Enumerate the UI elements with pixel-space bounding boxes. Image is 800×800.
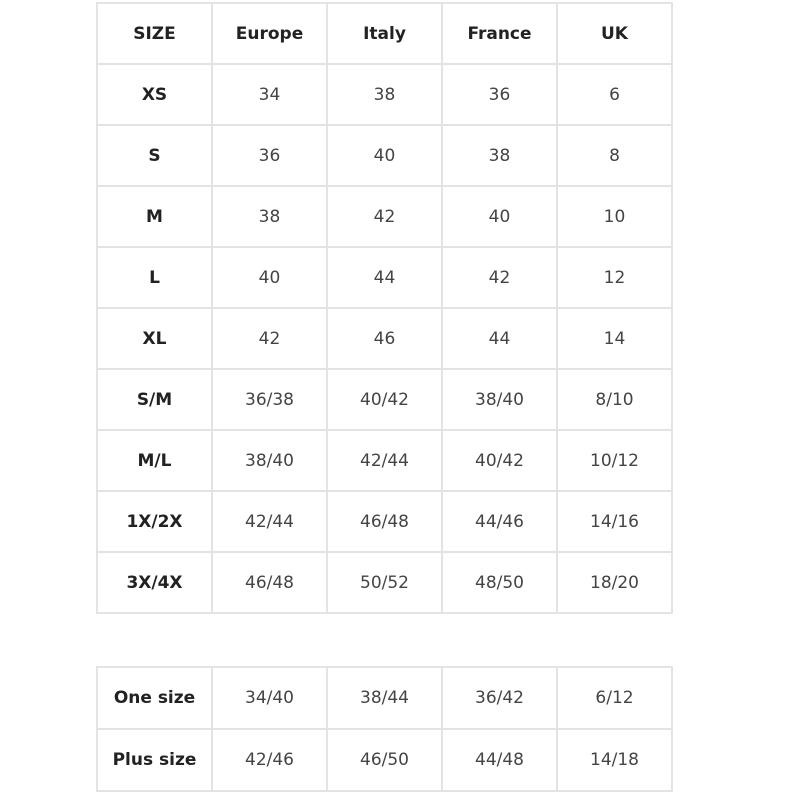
size-value-cell: 38 xyxy=(441,124,558,187)
size-label-cell: Plus size xyxy=(96,728,213,792)
size-value-cell: 10 xyxy=(556,185,673,248)
size-value-cell: 6/12 xyxy=(556,666,673,730)
size-value-cell: 46/48 xyxy=(211,551,328,614)
size-value-cell: 42/44 xyxy=(326,429,443,492)
table-row: S/M 36/38 40/42 38/40 8/10 xyxy=(96,368,673,431)
size-value-cell: 42/44 xyxy=(211,490,328,553)
size-value-cell: 34 xyxy=(211,63,328,126)
size-value-cell: 10/12 xyxy=(556,429,673,492)
size-conversion-table: SIZE Europe Italy France UK XS 34 38 36 6 S 36 40 38… xyxy=(96,2,673,614)
size-value-cell: 42 xyxy=(326,185,443,248)
size-value-cell: 42/46 xyxy=(211,728,328,792)
size-value-cell: 34/40 xyxy=(211,666,328,730)
size-value-cell: 46/50 xyxy=(326,728,443,792)
size-value-cell: 38/40 xyxy=(211,429,328,492)
table-row: XL 42 46 44 14 xyxy=(96,307,673,370)
size-value-cell: 36/42 xyxy=(441,666,558,730)
size-value-cell: 44/46 xyxy=(441,490,558,553)
size-value-cell: 14/18 xyxy=(556,728,673,792)
table-row: M/L 38/40 42/44 40/42 10/12 xyxy=(96,429,673,492)
table-row: Plus size 42/46 46/50 44/48 14/18 xyxy=(96,728,673,792)
size-value-cell: 46 xyxy=(326,307,443,370)
size-value-cell: 38 xyxy=(211,185,328,248)
size-value-cell: 8/10 xyxy=(556,368,673,431)
size-value-cell: 36 xyxy=(211,124,328,187)
size-value-cell: 14 xyxy=(556,307,673,370)
size-label-cell: M xyxy=(96,185,213,248)
size-label-cell: 1X/2X xyxy=(96,490,213,553)
size-label-cell: M/L xyxy=(96,429,213,492)
table-row: 1X/2X 42/44 46/48 44/46 14/16 xyxy=(96,490,673,553)
size-label-cell: S/M xyxy=(96,368,213,431)
special-sizes-table: One size 34/40 38/44 36/42 6/12 Plus size 42/4… xyxy=(96,666,673,792)
column-header: Europe xyxy=(211,2,328,65)
size-value-cell: 44/48 xyxy=(441,728,558,792)
column-header: SIZE xyxy=(96,2,213,65)
size-value-cell: 40/42 xyxy=(441,429,558,492)
size-value-cell: 36/38 xyxy=(211,368,328,431)
size-value-cell: 36 xyxy=(441,63,558,126)
column-header: UK xyxy=(556,2,673,65)
size-label-cell: One size xyxy=(96,666,213,730)
size-label-cell: XL xyxy=(96,307,213,370)
size-value-cell: 44 xyxy=(441,307,558,370)
size-value-cell: 42 xyxy=(211,307,328,370)
size-value-cell: 46/48 xyxy=(326,490,443,553)
size-label-cell: L xyxy=(96,246,213,309)
size-value-cell: 40 xyxy=(441,185,558,248)
table-row: L 40 44 42 12 xyxy=(96,246,673,309)
size-label-cell: S xyxy=(96,124,213,187)
size-value-cell: 42 xyxy=(441,246,558,309)
table-header-row: SIZE Europe Italy France UK xyxy=(96,2,673,65)
size-value-cell: 48/50 xyxy=(441,551,558,614)
size-value-cell: 40/42 xyxy=(326,368,443,431)
table-row: One size 34/40 38/44 36/42 6/12 xyxy=(96,666,673,730)
size-value-cell: 14/16 xyxy=(556,490,673,553)
table-row: M 38 42 40 10 xyxy=(96,185,673,248)
size-value-cell: 38/44 xyxy=(326,666,443,730)
size-label-cell: 3X/4X xyxy=(96,551,213,614)
table-row: S 36 40 38 8 xyxy=(96,124,673,187)
size-value-cell: 44 xyxy=(326,246,443,309)
size-value-cell: 40 xyxy=(211,246,328,309)
size-value-cell: 38 xyxy=(326,63,443,126)
table-row: 3X/4X 46/48 50/52 48/50 18/20 xyxy=(96,551,673,614)
size-value-cell: 8 xyxy=(556,124,673,187)
size-value-cell: 38/40 xyxy=(441,368,558,431)
size-value-cell: 6 xyxy=(556,63,673,126)
table-row: XS 34 38 36 6 xyxy=(96,63,673,126)
column-header: Italy xyxy=(326,2,443,65)
size-value-cell: 18/20 xyxy=(556,551,673,614)
column-header: France xyxy=(441,2,558,65)
size-value-cell: 50/52 xyxy=(326,551,443,614)
size-value-cell: 40 xyxy=(326,124,443,187)
size-label-cell: XS xyxy=(96,63,213,126)
size-value-cell: 12 xyxy=(556,246,673,309)
